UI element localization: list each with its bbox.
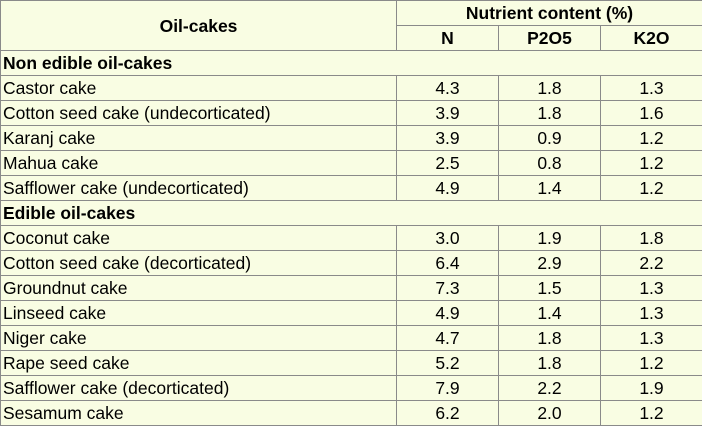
k2o-value: 1.2 [600,400,702,426]
table-row: Cotton seed cake (decorticated) 6.4 2.9 … [0,250,702,276]
section-row: Edible oil-cakes [0,200,702,226]
k2o-value: 1.6 [600,100,702,126]
k2o-value: 1.2 [600,125,702,151]
p2o5-value: 1.8 [498,75,601,101]
table-row: Safflower cake (decorticated) 7.9 2.2 1.… [0,375,702,401]
table-row: Niger cake 4.7 1.8 1.3 [0,325,702,351]
oilcake-name: Safflower cake (undecorticated) [0,175,397,201]
p2o5-value: 1.8 [498,100,601,126]
oilcake-name: Groundnut cake [0,275,397,301]
header-nutrient-content: Nutrient content (%) [396,0,702,26]
k2o-value: 1.3 [600,275,702,301]
p2o5-value: 1.5 [498,275,601,301]
n-value: 3.9 [396,125,499,151]
section-row: Non edible oil-cakes [0,50,702,76]
n-value: 2.5 [396,150,499,176]
n-value: 4.3 [396,75,499,101]
k2o-value: 1.3 [600,75,702,101]
p2o5-value: 1.4 [498,175,601,201]
k2o-value: 1.9 [600,375,702,401]
p2o5-value: 2.2 [498,375,601,401]
oilcake-name: Cotton seed cake (undecorticated) [0,100,397,126]
table-row: Castor cake 4.3 1.8 1.3 [0,75,702,101]
n-value: 7.9 [396,375,499,401]
table-row: Rape seed cake 5.2 1.8 1.2 [0,350,702,376]
oilcake-name: Cotton seed cake (decorticated) [0,250,397,276]
header-k2o: K2O [600,25,702,51]
k2o-value: 1.3 [600,300,702,326]
oilcake-name: Niger cake [0,325,397,351]
oilcake-name: Sesamum cake [0,400,397,426]
header-n: N [396,25,499,51]
k2o-value: 1.3 [600,325,702,351]
n-value: 6.2 [396,400,499,426]
p2o5-value: 1.8 [498,325,601,351]
p2o5-value: 0.9 [498,125,601,151]
header-oil-cakes: Oil-cakes [0,0,397,51]
section-title: Non edible oil-cakes [0,50,702,76]
table-row: Cotton seed cake (undecorticated) 3.9 1.… [0,100,702,126]
n-value: 4.7 [396,325,499,351]
k2o-value: 1.2 [600,350,702,376]
p2o5-value: 2.0 [498,400,601,426]
table-row: Groundnut cake 7.3 1.5 1.3 [0,275,702,301]
p2o5-value: 0.8 [498,150,601,176]
p2o5-value: 1.4 [498,300,601,326]
header-row: Oil-cakes Nutrient content (%) [0,0,702,51]
p2o5-value: 1.8 [498,350,601,376]
table-row: Karanj cake 3.9 0.9 1.2 [0,125,702,151]
k2o-value: 2.2 [600,250,702,276]
table-row: Safflower cake (undecorticated) 4.9 1.4 … [0,175,702,201]
section-title: Edible oil-cakes [0,200,702,226]
oilcake-name: Mahua cake [0,150,397,176]
n-value: 6.4 [396,250,499,276]
table-row: Sesamum cake 6.2 2.0 1.2 [0,400,702,426]
oilcake-name: Linseed cake [0,300,397,326]
n-value: 3.0 [396,225,499,251]
n-value: 5.2 [396,350,499,376]
n-value: 4.9 [396,300,499,326]
oilcake-name: Castor cake [0,75,397,101]
k2o-value: 1.8 [600,225,702,251]
oilcake-name: Coconut cake [0,225,397,251]
oilcake-name: Safflower cake (decorticated) [0,375,397,401]
table-row: Coconut cake 3.0 1.9 1.8 [0,225,702,251]
n-value: 7.3 [396,275,499,301]
p2o5-value: 1.9 [498,225,601,251]
table-row: Linseed cake 4.9 1.4 1.3 [0,300,702,326]
oilcake-name: Rape seed cake [0,350,397,376]
k2o-value: 1.2 [600,150,702,176]
n-value: 3.9 [396,100,499,126]
oilcake-name: Karanj cake [0,125,397,151]
k2o-value: 1.2 [600,175,702,201]
table-row: Mahua cake 2.5 0.8 1.2 [0,150,702,176]
header-p2o5: P2O5 [498,25,601,51]
n-value: 4.9 [396,175,499,201]
p2o5-value: 2.9 [498,250,601,276]
